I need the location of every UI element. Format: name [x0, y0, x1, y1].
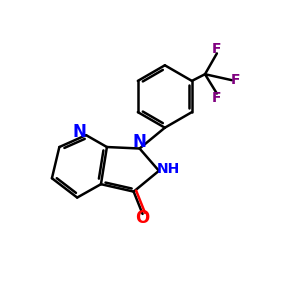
- Text: NH: NH: [157, 162, 180, 176]
- Text: F: F: [212, 91, 222, 105]
- Text: F: F: [212, 42, 222, 56]
- Text: O: O: [135, 209, 150, 227]
- Text: N: N: [73, 123, 86, 141]
- Text: N: N: [133, 133, 146, 151]
- Text: F: F: [231, 73, 240, 87]
